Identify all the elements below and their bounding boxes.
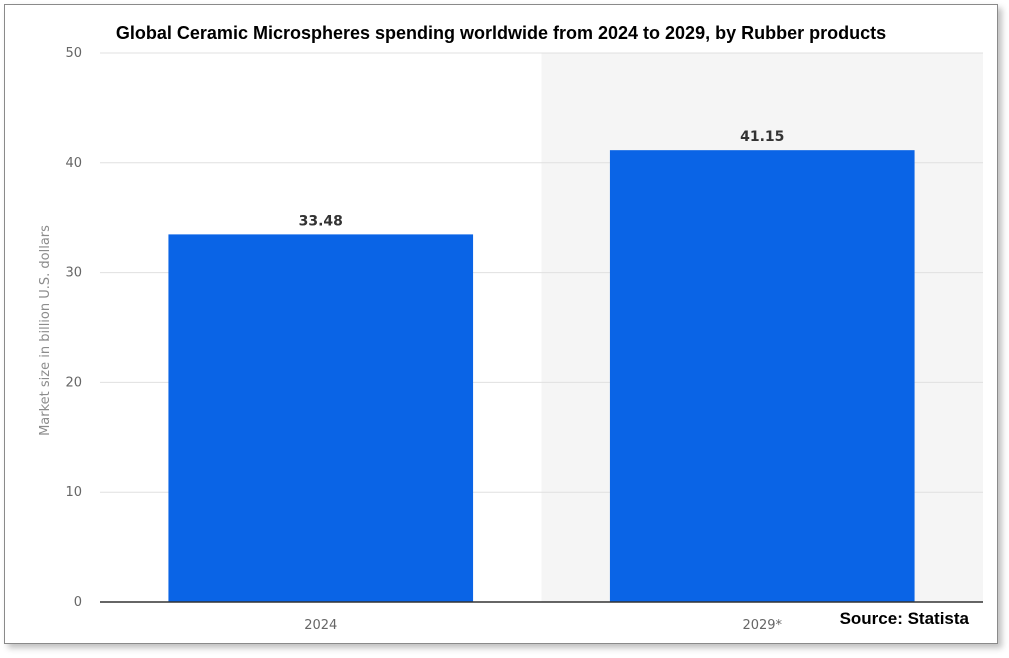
y-tick-label: 50 (65, 46, 82, 61)
y-tick-label: 0 (74, 595, 82, 610)
bar (609, 150, 915, 602)
bar-value-label: 33.48 (299, 213, 343, 229)
chart-title: Global Ceramic Microspheres spending wor… (115, 23, 887, 43)
x-tick-label: 2029* (742, 618, 782, 633)
y-tick-label: 10 (65, 485, 82, 500)
y-tick-label: 20 (65, 375, 82, 390)
bar-value-label: 41.15 (740, 129, 784, 145)
y-axis-title: Market size in billion U.S. dollars (38, 225, 53, 436)
bar (168, 234, 474, 603)
chart-plot: 0 10 20 30 40 50 Market size in billion U.S. d… (38, 46, 983, 633)
chart-frame: Global Ceramic Microspheres spending wor… (4, 4, 998, 644)
y-tick-label: 30 (65, 266, 82, 281)
y-tick-label: 40 (65, 156, 82, 171)
source-note: Source: Statista (839, 609, 969, 628)
x-tick-label: 2024 (304, 618, 337, 633)
